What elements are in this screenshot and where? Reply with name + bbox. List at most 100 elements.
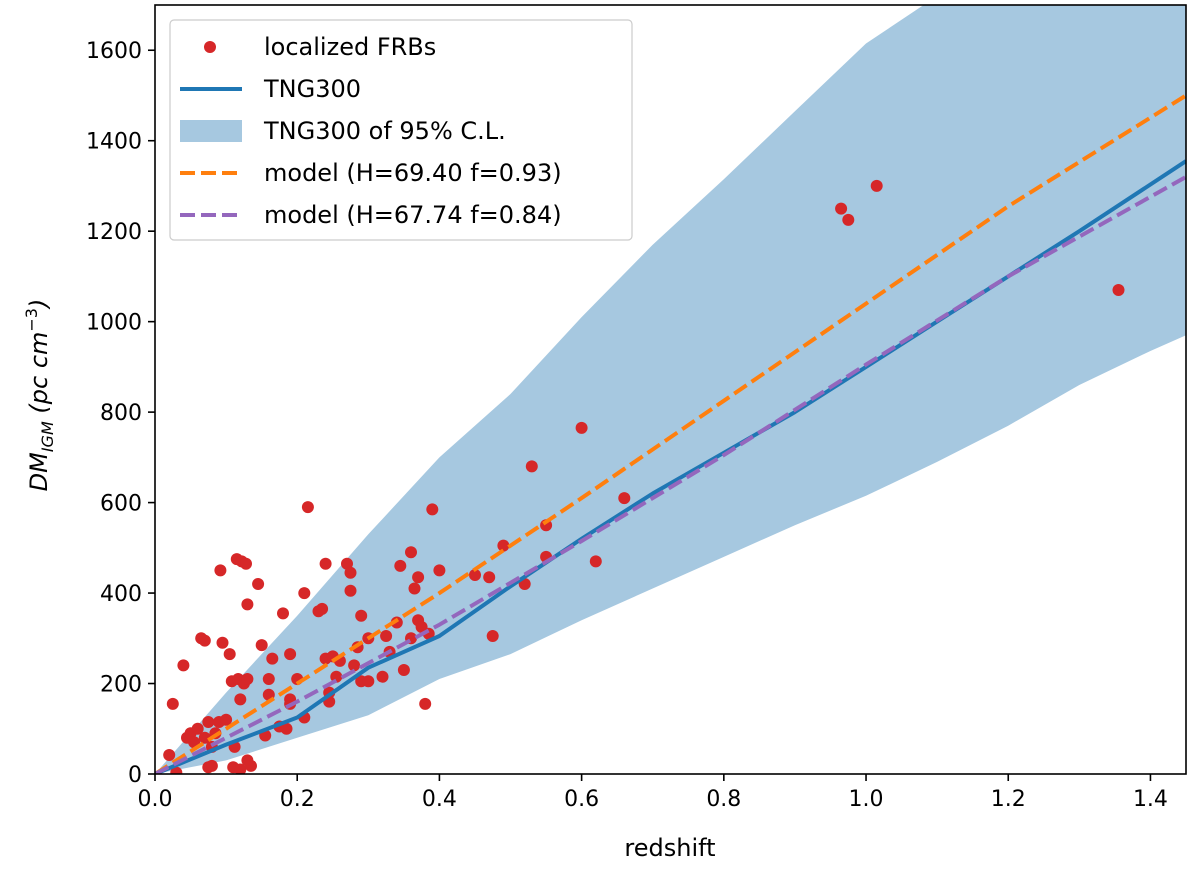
x-tick-label: 0.0 bbox=[138, 787, 173, 812]
legend-label-model-orange: model (H=69.40 f=0.93) bbox=[264, 159, 562, 187]
frb-point bbox=[341, 557, 353, 570]
frb-point bbox=[618, 492, 631, 505]
frb-point bbox=[223, 648, 236, 661]
y-tick-label: 1600 bbox=[86, 39, 142, 64]
y-tick-label: 0 bbox=[128, 763, 142, 788]
frb-point bbox=[241, 598, 254, 611]
legend-item-frbs: localized FRBs bbox=[204, 33, 436, 61]
legend-marker-frbs bbox=[204, 41, 216, 53]
frb-point bbox=[205, 759, 218, 772]
legend-label-band: TNG300 of 95% C.L. bbox=[263, 117, 506, 145]
x-tick-label: 1.4 bbox=[1133, 787, 1168, 812]
y-tick-label: 1200 bbox=[86, 220, 142, 245]
frb-point bbox=[214, 564, 227, 577]
frb-point bbox=[486, 630, 499, 642]
frb-point bbox=[589, 555, 602, 568]
frb-point bbox=[234, 763, 247, 774]
frb-point bbox=[376, 670, 389, 683]
frb-point bbox=[348, 659, 361, 672]
legend-item-model-orange: model (H=69.40 f=0.93) bbox=[180, 159, 562, 187]
x-tick-label: 0.6 bbox=[564, 787, 599, 812]
plot-area bbox=[155, 5, 1186, 774]
frb-point bbox=[220, 713, 233, 726]
frb-point bbox=[252, 578, 265, 590]
frb-point bbox=[405, 546, 417, 559]
frb-point bbox=[344, 584, 357, 597]
x-axis: 0.0 0.2 0.4 0.6 0.8 1.0 1.2 1.4 bbox=[138, 774, 1168, 812]
frb-point bbox=[412, 571, 425, 584]
frb-point bbox=[240, 557, 252, 570]
frb-point bbox=[362, 675, 375, 688]
plot-frame bbox=[154, 4, 1187, 775]
model-orange-line bbox=[155, 93, 1186, 774]
y-axis-title: DMIGM (pc cm−3) bbox=[22, 299, 57, 492]
frb-point bbox=[280, 722, 293, 735]
frb-point bbox=[301, 501, 314, 514]
frb-point bbox=[177, 659, 190, 672]
frb-point bbox=[483, 571, 496, 584]
frb-point bbox=[842, 213, 855, 226]
legend-label-frbs: localized FRBs bbox=[264, 33, 436, 61]
y-axis-title-base: DM bbox=[25, 452, 53, 491]
frb-point bbox=[198, 634, 211, 647]
frb-point bbox=[1112, 284, 1125, 296]
legend-box bbox=[169, 19, 633, 241]
frb-point bbox=[870, 179, 883, 192]
frb-point bbox=[355, 609, 368, 622]
frb-point bbox=[298, 587, 311, 600]
frb-point bbox=[241, 673, 254, 685]
legend-item-tng300: TNG300 bbox=[180, 75, 361, 103]
y-axis-title-close: ) bbox=[25, 299, 53, 310]
frb-point bbox=[433, 564, 446, 577]
frb-point bbox=[525, 460, 538, 473]
frb-point bbox=[316, 602, 329, 615]
y-tick-label: 1000 bbox=[86, 311, 142, 336]
y-tick-label: 400 bbox=[100, 582, 142, 607]
frb-point bbox=[245, 759, 257, 772]
y-tick-label: 600 bbox=[100, 492, 142, 517]
frb-point bbox=[330, 670, 343, 683]
x-tick-label: 0.2 bbox=[280, 787, 315, 812]
legend: localized FRBs TNG300 TNG300 of 95% C.L.… bbox=[169, 19, 633, 241]
x-axis-title: redshift bbox=[624, 834, 715, 862]
confidence-band bbox=[155, 5, 1186, 774]
frb-point bbox=[419, 697, 432, 710]
y-tick-label: 800 bbox=[100, 401, 142, 426]
y-axis: 0 200 400 600 800 1000 1200 1400 1600 bbox=[86, 39, 155, 788]
frb-point bbox=[380, 630, 393, 642]
frb-point bbox=[835, 202, 848, 215]
frb-point bbox=[394, 559, 407, 572]
x-tick-label: 1.0 bbox=[849, 787, 884, 812]
frb-point bbox=[198, 731, 211, 744]
frb-point bbox=[266, 652, 279, 665]
frb-point bbox=[284, 648, 297, 661]
frb-point bbox=[344, 566, 357, 579]
frb-point bbox=[319, 557, 332, 570]
frb-point bbox=[191, 722, 204, 735]
x-tick-label: 1.2 bbox=[991, 787, 1026, 812]
frb-point bbox=[216, 636, 229, 649]
legend-patch-band bbox=[180, 120, 242, 142]
frb-point bbox=[255, 639, 268, 652]
frb-point bbox=[469, 569, 481, 581]
y-axis-title-subscript: IGM bbox=[38, 421, 57, 452]
x-tick-label: 0.4 bbox=[422, 787, 457, 812]
frb-point bbox=[163, 749, 176, 761]
legend-label-tng300: TNG300 bbox=[263, 75, 361, 103]
frb-point bbox=[277, 607, 289, 620]
model-purple-line bbox=[155, 175, 1186, 774]
y-tick-label: 1400 bbox=[86, 130, 142, 155]
frb-point bbox=[408, 582, 421, 595]
x-tick-label: 0.8 bbox=[706, 787, 741, 812]
frb-point bbox=[202, 716, 215, 728]
frb-point bbox=[497, 539, 510, 552]
frb-point bbox=[575, 421, 588, 434]
y-axis-title-exponent: −3 bbox=[22, 308, 41, 332]
frb-point bbox=[262, 673, 275, 685]
frb-point bbox=[234, 693, 247, 706]
frb-point bbox=[397, 664, 410, 676]
legend-label-model-purple: model (H=67.74 f=0.84) bbox=[264, 201, 562, 229]
legend-item-model-purple: model (H=67.74 f=0.84) bbox=[180, 201, 562, 229]
tng300-line bbox=[155, 159, 1186, 774]
